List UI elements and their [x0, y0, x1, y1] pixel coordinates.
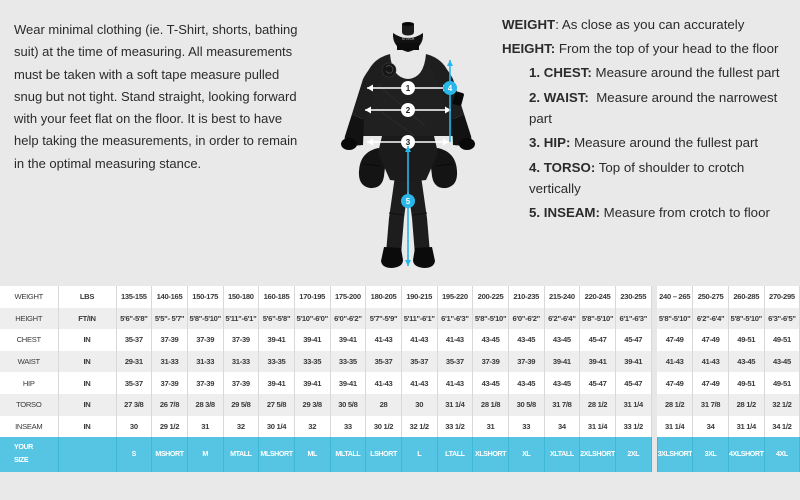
svg-text:SI TECH: SI TECH — [402, 37, 415, 41]
svg-text:5: 5 — [406, 197, 411, 206]
svg-text:2: 2 — [406, 106, 411, 115]
svg-text:3: 3 — [406, 138, 411, 147]
svg-text:4: 4 — [448, 84, 453, 93]
svg-text:1: 1 — [406, 84, 411, 93]
